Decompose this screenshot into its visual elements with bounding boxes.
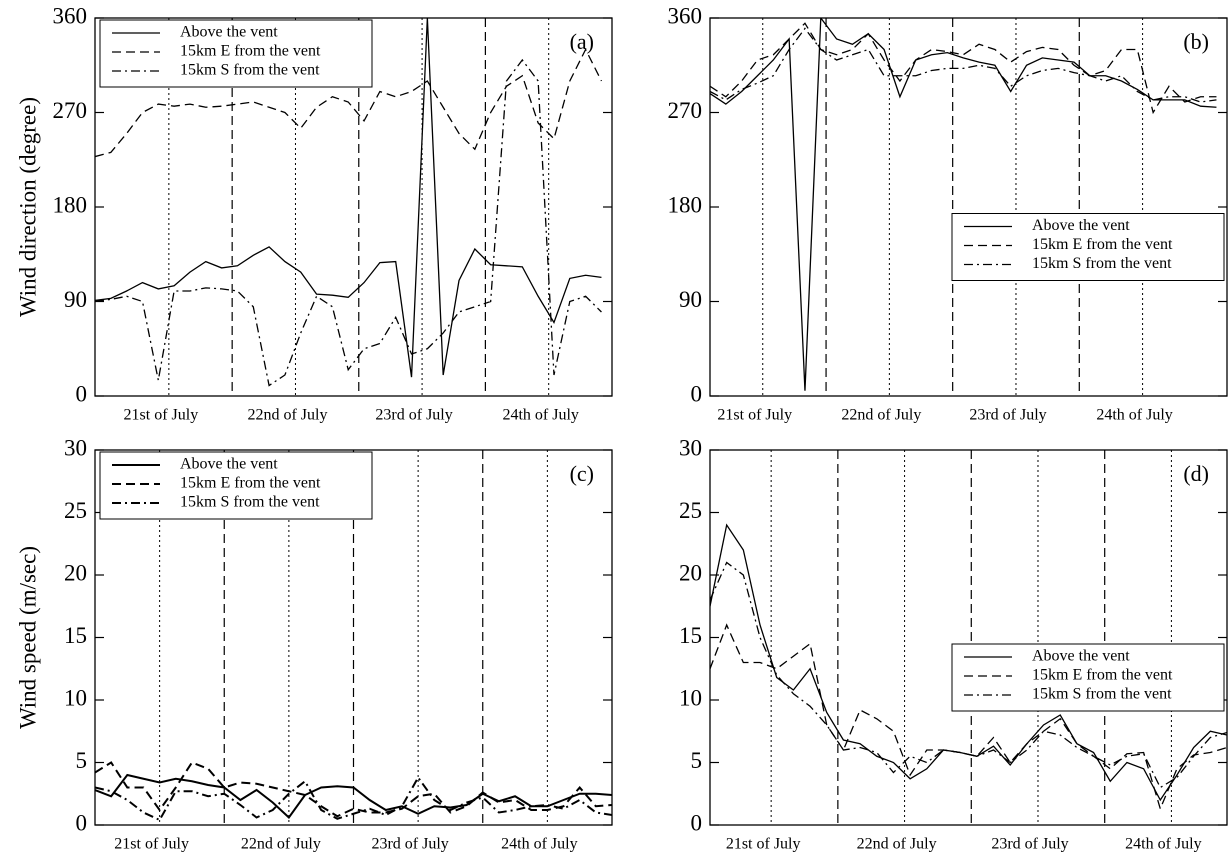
legend-label: 15km S from the vent: [1032, 255, 1172, 272]
y-tick-label: 0: [76, 810, 88, 835]
y-axis-label: Wind speed (m/sec): [15, 546, 40, 729]
series-line: [710, 27, 1217, 103]
x-tick-label: 22nd of July: [241, 836, 321, 853]
y-tick-label: 5: [691, 748, 703, 773]
y-tick-label: 30: [64, 435, 87, 460]
legend-label: 15km S from the vent: [180, 62, 320, 79]
series-line: [710, 561, 1227, 789]
y-tick-label: 0: [691, 381, 703, 406]
y-axis-label: Wind direction (degree): [15, 97, 40, 317]
y-tick-label: 5: [76, 748, 88, 773]
legend-label: 15km E from the vent: [180, 475, 321, 492]
x-tick-label: 24th of July: [501, 836, 577, 853]
x-tick-label: 23rd of July: [991, 836, 1068, 853]
panel-label: (b): [1183, 29, 1209, 54]
y-tick-label: 30: [679, 435, 702, 460]
y-tick-label: 10: [64, 685, 87, 710]
series-line: [95, 775, 612, 822]
series-line: [710, 623, 1227, 811]
y-tick-label: 10: [679, 685, 702, 710]
y-tick-label: 90: [679, 287, 702, 312]
series-line: [95, 58, 602, 387]
y-tick-label: 360: [53, 3, 88, 28]
panel: 0 90 180 270 360 21st of July 22nd of July 23rd…: [668, 3, 1228, 424]
y-tick-label: 20: [679, 560, 702, 585]
plot-frame: [94, 17, 613, 397]
y-tick-label: 20: [64, 560, 87, 585]
x-tick-label: 23rd of July: [375, 407, 452, 424]
y-tick-label: 180: [668, 192, 703, 217]
series-line: [95, 18, 602, 378]
x-tick-label: 21st of July: [726, 836, 801, 853]
plot-frame: [94, 449, 613, 826]
y-tick-label: 25: [64, 498, 87, 523]
x-tick-label: 21st of July: [124, 407, 199, 424]
legend-label: 15km E from the vent: [1032, 236, 1173, 253]
x-tick-label: 22nd of July: [857, 836, 937, 853]
panel-label: (a): [570, 29, 594, 54]
legend-label: 15km S from the vent: [180, 494, 320, 511]
panel: 0 90 180 270 360 21st of July 22nd of July 23rd…: [15, 3, 613, 424]
series-line: [710, 18, 1217, 391]
legend-label: 15km S from the vent: [1032, 686, 1172, 703]
panel: 0 5 10 15 20 25 30 21st of July 22nd of July 23rd…: [15, 435, 613, 853]
series-line: [95, 761, 612, 818]
panel-label: (d): [1183, 461, 1209, 486]
panel: 0 5 10 15 20 25 30 21st of July 22nd of July 23rd…: [679, 435, 1228, 853]
y-tick-label: 270: [668, 98, 703, 123]
x-tick-label: 23rd of July: [371, 836, 448, 853]
y-tick-label: 90: [64, 287, 87, 312]
x-tick-label: 22nd of July: [841, 407, 921, 424]
y-tick-label: 0: [691, 810, 703, 835]
x-tick-label: 21st of July: [717, 407, 792, 424]
x-tick-label: 24th of July: [1096, 407, 1172, 424]
legend-label: Above the vent: [180, 456, 278, 473]
x-tick-label: 21st of July: [114, 836, 189, 853]
legend-label: 15km E from the vent: [1032, 667, 1173, 684]
x-tick-label: 24th of July: [1125, 836, 1201, 853]
y-tick-label: 0: [76, 381, 88, 406]
x-tick-label: 24th of July: [502, 407, 578, 424]
x-tick-label: 22nd of July: [247, 407, 327, 424]
panel-label: (c): [570, 461, 594, 486]
legend-box: [951, 643, 1225, 712]
legend-label: Above the vent: [1032, 217, 1130, 234]
y-tick-label: 15: [679, 623, 702, 648]
y-tick-label: 360: [668, 3, 703, 28]
plot-frame: [709, 17, 1228, 397]
legend-label: 15km E from the vent: [180, 43, 321, 60]
series-line: [710, 22, 1217, 115]
y-tick-label: 25: [679, 498, 702, 523]
y-tick-label: 180: [53, 192, 88, 217]
x-tick-label: 23rd of July: [969, 407, 1046, 424]
legend-label: Above the vent: [180, 24, 278, 41]
series-line: [95, 48, 603, 158]
legend-label: Above the vent: [1032, 648, 1130, 665]
legend-box: [99, 19, 373, 88]
y-tick-label: 15: [64, 623, 87, 648]
y-tick-label: 270: [53, 98, 88, 123]
legend-box: [99, 451, 373, 520]
plot-frame: [709, 449, 1228, 826]
legend-box: [951, 213, 1225, 281]
